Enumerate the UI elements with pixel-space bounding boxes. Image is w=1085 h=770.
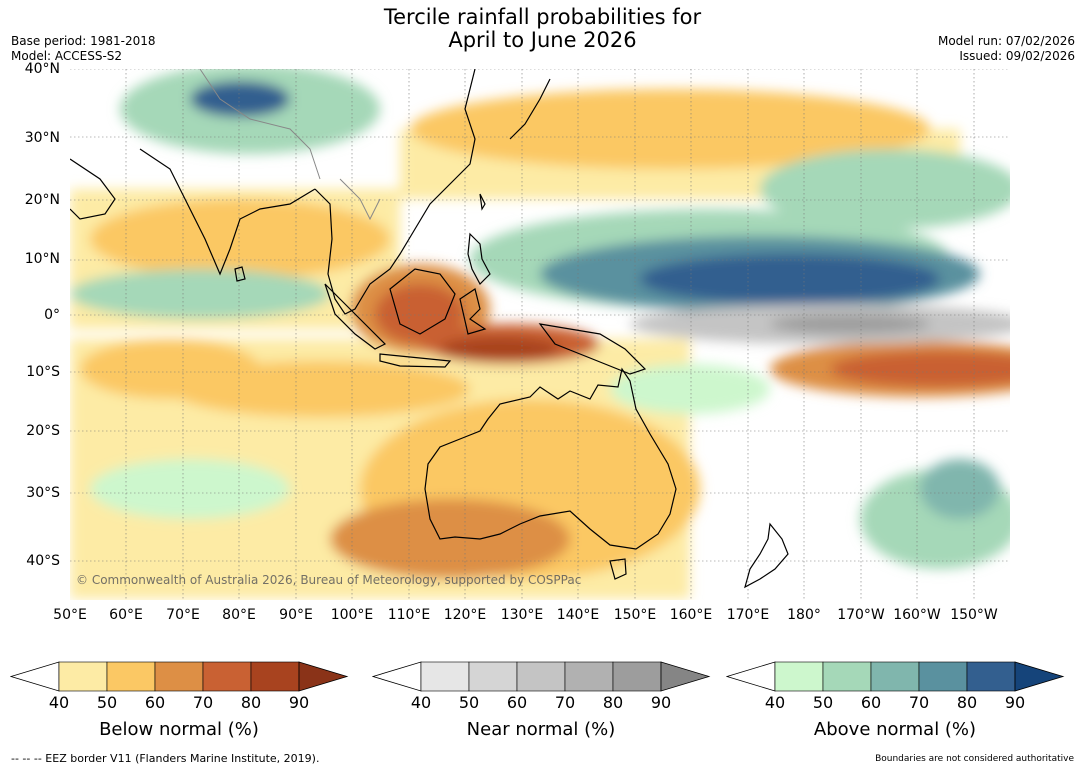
colorbar-title-near: Near normal (%): [466, 719, 616, 740]
colorbar-extend-high: [298, 661, 349, 692]
colorbar-extend-low: [726, 661, 776, 692]
lon-label: 180°: [787, 607, 821, 623]
colorbar-extend-high: [660, 661, 711, 692]
lon-label: 80°E: [222, 607, 256, 623]
colorbar-above-normal: [726, 660, 1066, 692]
model-name: Model: ACCESS-S2: [11, 49, 123, 63]
issued-date: Issued: 09/02/2026: [959, 49, 1075, 63]
lat-label: 40°S: [26, 553, 60, 569]
lat-label: 0°: [44, 307, 60, 323]
lon-label: 90°E: [279, 607, 313, 623]
colorbar-tick: 80: [240, 693, 262, 712]
colorbar-tick: 50: [96, 693, 118, 712]
colorbar-tick: 60: [506, 693, 528, 712]
rainfall-probability-map: [70, 69, 1010, 600]
colorbar-tick: 50: [458, 693, 480, 712]
lon-label: 170°E: [726, 607, 770, 623]
lat-label: 10°N: [24, 251, 60, 267]
boundaries-disclaimer: Boundaries are not considered authoritat…: [875, 754, 1074, 764]
colorbar-tick: 70: [192, 693, 214, 712]
colorbar-swatch: [154, 661, 204, 692]
lon-label: 110°E: [387, 607, 431, 623]
colorbar-extend-high: [1014, 661, 1065, 692]
probability-fields: [70, 69, 1010, 599]
colorbar-extend-low: [372, 661, 422, 692]
lon-label: 100°E: [330, 607, 374, 623]
colorbar-swatch: [420, 661, 470, 692]
colorbar-swatch: [106, 661, 156, 692]
colorbar-tick: 70: [554, 693, 576, 712]
colorbar-tick: 70: [908, 693, 930, 712]
colorbar-swatch: [966, 661, 1016, 692]
map-svg: [70, 69, 1010, 600]
lat-label: 40°N: [24, 61, 60, 77]
lon-label: 160°E: [669, 607, 713, 623]
lat-label: 10°S: [26, 364, 60, 380]
colorbar-swatch: [918, 661, 968, 692]
colorbar-swatch: [822, 661, 872, 692]
title-line-1: Tercile rainfall probabilities for: [383, 5, 702, 29]
lat-label: 20°S: [26, 423, 60, 439]
colorbar-swatch: [774, 661, 824, 692]
colorbar-title-below: Below normal (%): [99, 719, 259, 740]
coastlines: [70, 69, 789, 589]
colorbar-tick: 40: [764, 693, 786, 712]
colorbar-tick: 90: [288, 693, 310, 712]
lat-label: 30°S: [26, 485, 60, 501]
lon-label: 50°E: [53, 607, 87, 623]
colorbar-tick: 60: [144, 693, 166, 712]
colorbar-swatch: [250, 661, 300, 692]
copyright-credit: © Commonwealth of Australia 2026, Bureau…: [76, 573, 582, 587]
colorbar-swatch: [516, 661, 566, 692]
colorbar-below-normal: [10, 660, 350, 692]
lon-label: 150°E: [613, 607, 657, 623]
lon-label: 150°W: [950, 607, 998, 623]
colorbar-title-above: Above normal (%): [813, 719, 977, 740]
colorbar-tick: 40: [48, 693, 70, 712]
colorbar-swatch: [58, 661, 108, 692]
lat-label: 30°N: [24, 130, 60, 146]
colorbar-tick: 50: [812, 693, 834, 712]
colorbar-tick: 60: [860, 693, 882, 712]
colorbar-extend-low: [10, 661, 60, 692]
colorbar-swatch: [202, 661, 252, 692]
colorbar-tick: 80: [956, 693, 978, 712]
colorbar-near-normal: [372, 660, 712, 692]
colorbar-swatch: [564, 661, 614, 692]
colorbar-swatch: [870, 661, 920, 692]
lon-label: 70°E: [166, 607, 200, 623]
colorbar-swatch: [468, 661, 518, 692]
base-period: Base period: 1981-2018: [11, 34, 156, 48]
country-borders: [199, 69, 381, 221]
eez-footnote: -- -- -- EEZ border V11 (Flanders Marine…: [11, 752, 320, 765]
lon-label: 130°E: [500, 607, 544, 623]
graticule: [70, 69, 1010, 600]
lon-label: 160°W: [893, 607, 941, 623]
lon-label: 140°E: [556, 607, 600, 623]
lon-label: 60°E: [109, 607, 143, 623]
lon-label: 170°W: [837, 607, 885, 623]
model-run: Model run: 07/02/2026: [937, 34, 1075, 48]
colorbar-tick: 40: [410, 693, 432, 712]
colorbar-swatch: [612, 661, 662, 692]
title-line-2: April to June 2026: [448, 28, 637, 52]
lat-label: 20°N: [24, 192, 60, 208]
colorbar-tick: 80: [602, 693, 624, 712]
colorbar-tick: 90: [1004, 693, 1026, 712]
lon-label: 120°E: [443, 607, 487, 623]
colorbar-tick: 90: [650, 693, 672, 712]
